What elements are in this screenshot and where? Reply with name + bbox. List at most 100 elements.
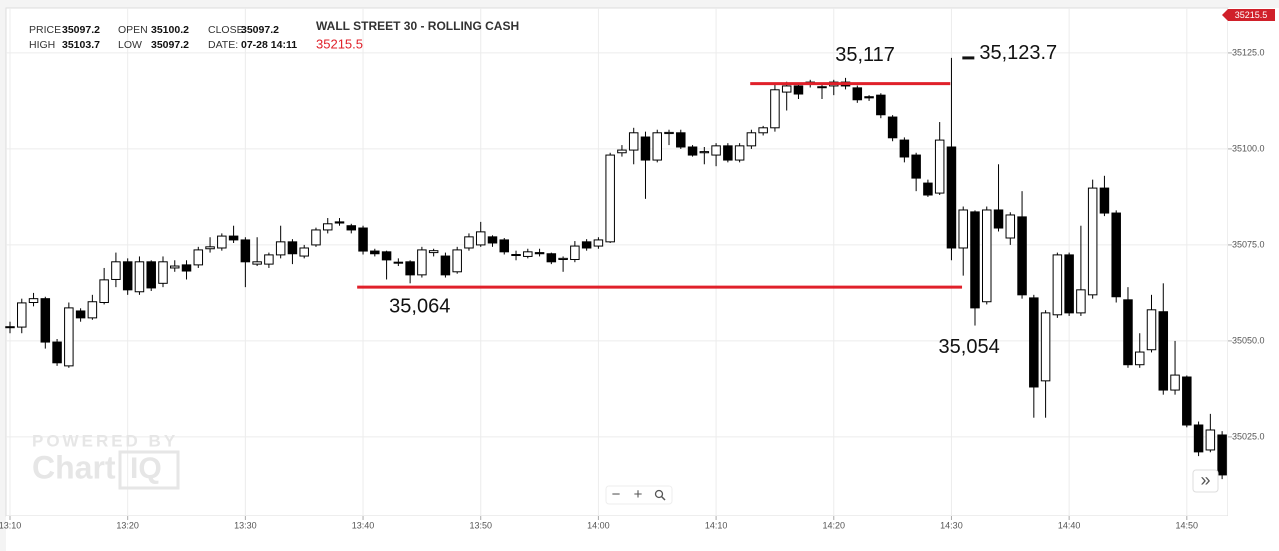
candle-body — [1040, 312, 1051, 382]
zoom-controls: − + — [605, 485, 673, 505]
candle-body — [1029, 297, 1039, 388]
watermark-text: IQ — [130, 452, 162, 485]
symbol: WALL STREET 30 - ROLLING CASH — [316, 19, 519, 33]
candle-body — [1099, 187, 1110, 214]
candle-body — [1134, 351, 1145, 366]
candle-body — [452, 249, 462, 273]
candle-body — [1182, 376, 1192, 426]
candle-body — [958, 209, 968, 249]
annotation-label: 35,123.7 — [979, 42, 1057, 64]
candle-body — [170, 265, 180, 269]
candle-body — [346, 225, 357, 231]
field-label: OPEN — [118, 24, 148, 36]
y-tick-label: 35050.0 — [1232, 335, 1265, 345]
candle-body — [934, 139, 945, 194]
candle-body — [64, 307, 74, 367]
field-label: PRICE — [29, 24, 61, 36]
candle-body — [87, 301, 98, 319]
watermark-text: POWERED BY — [32, 431, 178, 450]
candle-body — [122, 261, 133, 291]
candle-body — [75, 310, 86, 319]
candle-body — [923, 182, 933, 196]
candle-body — [876, 94, 886, 116]
candle-body — [1170, 374, 1180, 391]
candle-body — [28, 298, 39, 304]
candle-body — [687, 146, 698, 156]
y-tick-label: 35075.0 — [1232, 239, 1265, 249]
candle-body — [275, 241, 286, 256]
candle-body — [252, 261, 262, 265]
zoom-reset[interactable] — [654, 489, 666, 501]
x-tick-label: 14:00 — [587, 520, 610, 530]
candle-body — [617, 149, 627, 154]
level-label: 35,117 — [835, 44, 895, 66]
candle-body — [17, 302, 27, 328]
candle-body — [1017, 216, 1027, 296]
watermark-box — [118, 450, 180, 490]
candle-body — [1193, 424, 1204, 453]
zoom-out[interactable]: − — [612, 486, 621, 503]
zoom-panel — [605, 485, 673, 505]
candle-body — [1076, 289, 1086, 314]
x-tick-label: 13:30 — [234, 520, 257, 530]
field-value: 35097.2 — [151, 39, 189, 51]
candle-body — [440, 255, 451, 276]
candle-body — [676, 132, 686, 148]
candle-body — [911, 154, 921, 179]
candle-body — [334, 221, 345, 224]
candle-body — [864, 96, 874, 99]
field-label: CLOSE — [208, 24, 244, 36]
forward-text[interactable]: » — [1200, 470, 1210, 490]
watermark-text: Chart — [32, 449, 116, 485]
annotation-label: 35,054 — [939, 336, 1000, 358]
candle-body — [534, 252, 545, 255]
price-tag-bg — [1222, 9, 1275, 21]
forward-button[interactable]: » — [1192, 469, 1219, 493]
candle-body — [852, 87, 863, 101]
candle-body — [887, 116, 898, 139]
y-axis-area — [1228, 8, 1279, 551]
candle-body — [605, 154, 615, 243]
candle-body — [1064, 254, 1074, 314]
candle-body — [370, 250, 380, 255]
x-axis-area — [6, 516, 1228, 551]
candle-body — [228, 235, 239, 241]
candle-body — [464, 236, 474, 249]
candle-body — [158, 261, 168, 284]
header: WALL STREET 30 - ROLLING CASH 35215.5 PR… — [29, 19, 519, 51]
candle-body — [134, 261, 145, 293]
candle-body — [475, 231, 486, 246]
plot-area — [5, 7, 1229, 517]
candle-body — [1087, 187, 1098, 296]
price-tag-text: 35215.5 — [1235, 10, 1268, 20]
candle-body — [817, 86, 827, 89]
candle-body — [311, 229, 321, 246]
candle-body — [723, 145, 733, 161]
x-tick-label: 13:40 — [352, 520, 375, 530]
candle-body — [487, 236, 498, 244]
field-value: 35103.7 — [62, 39, 100, 51]
candle-body — [181, 264, 192, 272]
levels: 35,064 35,117 35,123.7 35,054 — [357, 42, 1057, 358]
candle-body — [746, 132, 757, 147]
candle-body — [699, 151, 710, 154]
candle-body — [558, 257, 568, 261]
y-tick-label: 35125.0 — [1232, 47, 1265, 57]
x-tick-label: 13:20 — [116, 520, 139, 530]
forward-box[interactable] — [1192, 469, 1219, 493]
candle-body — [511, 254, 521, 257]
candle-body — [640, 136, 651, 161]
zoom-in[interactable]: + — [634, 486, 643, 503]
candles — [5, 57, 1227, 480]
candle-body — [581, 241, 592, 249]
candle-body — [146, 261, 156, 289]
candle-body — [1158, 311, 1169, 391]
candle-body — [946, 146, 957, 249]
field-value: 35100.2 — [151, 24, 189, 36]
candle-body — [664, 131, 674, 135]
candle-body — [393, 261, 404, 264]
candle-body — [652, 132, 662, 161]
candle-body — [405, 261, 415, 276]
candle-body — [899, 139, 910, 158]
